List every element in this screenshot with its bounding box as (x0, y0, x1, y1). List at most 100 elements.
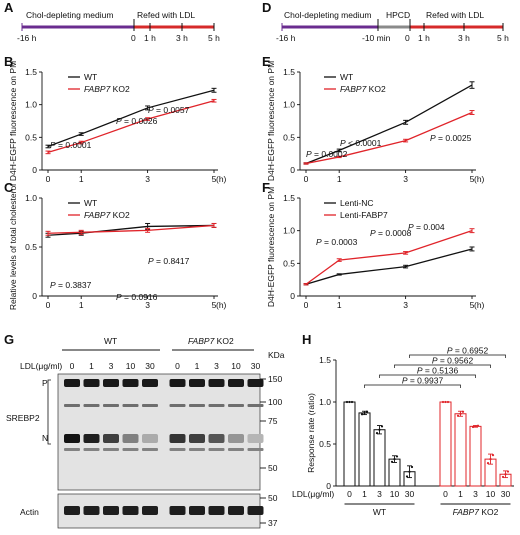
data-point (471, 425, 475, 429)
chart-e: D4H-EGFP fluorescence on PM 0 0.5 1.0 1.5 0 1 3… (266, 61, 485, 184)
panel-label-g: G (4, 332, 14, 347)
blot-kda-label: KDa (268, 350, 285, 360)
y-tick-label: 0.5 (25, 132, 37, 142)
band-actin (169, 506, 186, 515)
comparison-p-value: P = 0.9562 (432, 356, 474, 366)
x-tick-label: 30 (405, 489, 415, 499)
blot-dose-label: 10 (126, 361, 136, 371)
x-tick-label: 5 (212, 300, 217, 310)
p-value-label: P = 0.8417 (148, 256, 190, 266)
band-actin (228, 506, 244, 515)
x-tick-label: 10 (486, 489, 496, 499)
p-value-label: P = 0.0003 (316, 237, 358, 247)
series-line (47, 100, 215, 153)
band-nuclear (208, 434, 225, 443)
y-tick-label: 0.5 (319, 439, 331, 449)
data-point (365, 410, 369, 413)
data-point (459, 412, 462, 415)
x-tick-label: 5 (212, 174, 217, 184)
data-point (363, 411, 366, 415)
data-point (410, 465, 414, 469)
timeline-d-tick: -10 min (362, 33, 391, 43)
band-actin (122, 506, 139, 515)
p-value-label: P = 0.0025 (430, 133, 472, 143)
x-tick-label: 3 (145, 300, 150, 310)
blot-dose-label: 30 (251, 361, 261, 371)
data-point (491, 453, 495, 457)
blot-srebp2-membrane (57, 373, 261, 491)
timeline-d-tick: 3 h (458, 33, 470, 43)
chart-b: D4H-EGFP fluorescence on PM 0 0.5 1.0 1.5 0 1 3… (8, 61, 227, 184)
blot-dose-label: 1 (195, 361, 200, 371)
band-nonspecific (103, 448, 119, 451)
timeline-d-hpcd: HPCD (386, 10, 410, 20)
timeline-a-medium: Chol-depleting medium (26, 10, 113, 20)
data-point (461, 410, 465, 413)
blot-group-wt: WT (104, 336, 117, 346)
panel-label-b: B (4, 54, 13, 69)
x-unit-label: (h) (216, 174, 227, 184)
x-tick-label: 0 (46, 174, 51, 184)
chart-f: D4H-EGFP fluorescence on PM 0 0.5 1.0 1.5 0 1 3… (266, 187, 485, 310)
bar (358, 412, 371, 487)
x-category-label: LDL(μg/ml) (292, 489, 334, 499)
p-value-label: P = 0.0001 (50, 140, 92, 150)
y-axis-label: D4H-EGFP fluorescence on PM (266, 187, 276, 307)
band-actin (208, 506, 225, 515)
series-line (305, 84, 473, 165)
series-line (305, 230, 473, 285)
group-label-wt: WT (373, 507, 386, 517)
y-tick-label: 1.0 (25, 193, 37, 203)
blot-n-label: N (42, 433, 48, 443)
p-value-label: P = 0.0002 (306, 149, 348, 159)
band-nonspecific (122, 448, 139, 451)
y-tick-label: 1.0 (283, 226, 295, 236)
chart-c: Relative levels of total cholesterol 0 0.5… (8, 184, 227, 310)
legend-label: Lenti-FABP7 (340, 210, 388, 220)
x-tick-label: 3 (473, 489, 478, 499)
blot-dose-label: 10 (231, 361, 241, 371)
legend-label: WT (84, 72, 97, 82)
series-line (47, 89, 215, 148)
data-point (395, 455, 399, 458)
panel-label-f: F (262, 180, 270, 195)
panel-label-e: E (262, 54, 271, 69)
y-axis-label: Relative levels of total cholesterol (8, 184, 18, 310)
comparison-p-value: P = 0.5136 (417, 366, 459, 376)
legend-label: FABP7 KO2 (84, 210, 130, 220)
y-tick-label: 0 (290, 291, 295, 301)
y-axis-label: Response rate (ratio) (306, 393, 316, 473)
band-nuclear (169, 434, 186, 443)
y-tick-label: 1.5 (283, 193, 295, 203)
band-nonspecific (142, 448, 158, 451)
band-precursor (142, 379, 158, 387)
band-precursor (208, 379, 225, 387)
data-point (489, 458, 492, 461)
data-point (380, 425, 384, 428)
blot-dose-label: 1 (89, 361, 94, 371)
x-tick-label: 3 (403, 300, 408, 310)
timeline-d-refed: Refed with LDL (426, 10, 484, 20)
band-nuclear (189, 434, 205, 443)
x-tick-label: 0 (304, 174, 309, 184)
band-nuclear (64, 434, 80, 443)
blot-markers: 150 100 75 50 50 37 (260, 374, 282, 528)
y-tick-label: 1.5 (25, 67, 37, 77)
legend-label: FABP7 KO2 (340, 84, 386, 94)
y-tick-label: 0 (32, 291, 37, 301)
marker-label: 50 (268, 493, 278, 503)
x-tick-label: 30 (501, 489, 511, 499)
p-value-label: P = 0.0916 (116, 292, 158, 302)
comparison-bracket (409, 354, 506, 358)
y-tick-label: 0.5 (25, 242, 37, 252)
band-nonspecific (247, 404, 264, 407)
blot-dose-label: 0 (175, 361, 180, 371)
band-nonspecific (247, 448, 264, 451)
blot-actin-label: Actin (20, 507, 39, 517)
data-point (408, 470, 411, 473)
x-tick-label: 1 (337, 300, 342, 310)
comparison-bracket (394, 364, 491, 368)
timeline-d: D Chol-depleting medium HPCD Refed with … (262, 0, 509, 43)
data-point (486, 462, 490, 465)
band-precursor (122, 379, 139, 387)
